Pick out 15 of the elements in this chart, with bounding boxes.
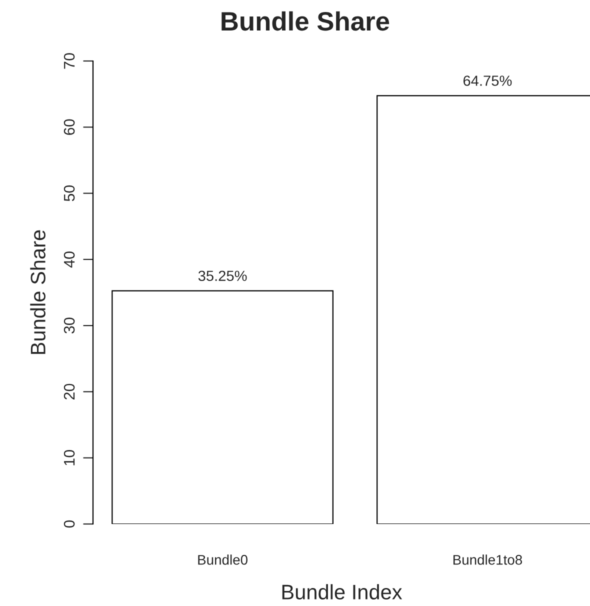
y-tick-label: 20: [64, 384, 75, 400]
y-tick-label: 30: [64, 318, 75, 334]
data-label: 64.75%: [463, 76, 512, 86]
y-tick-label: 70: [64, 53, 75, 69]
x-tick-label: Bundle1to8: [453, 554, 522, 565]
y-tick-label: 60: [64, 119, 75, 135]
data-label: 35.25%: [198, 270, 247, 282]
x-tick-label: Bundle0: [198, 554, 248, 565]
y-tick-label: 0: [64, 520, 75, 528]
y-axis-title: Bundle Share: [30, 230, 46, 354]
x-axis-title: Bundle Index: [282, 584, 402, 600]
chart-title: Bundle Share: [222, 11, 390, 31]
y-tick-label: 10: [64, 450, 75, 466]
y-tick-label: 50: [64, 185, 75, 202]
y-tick-label: 40: [64, 252, 75, 268]
